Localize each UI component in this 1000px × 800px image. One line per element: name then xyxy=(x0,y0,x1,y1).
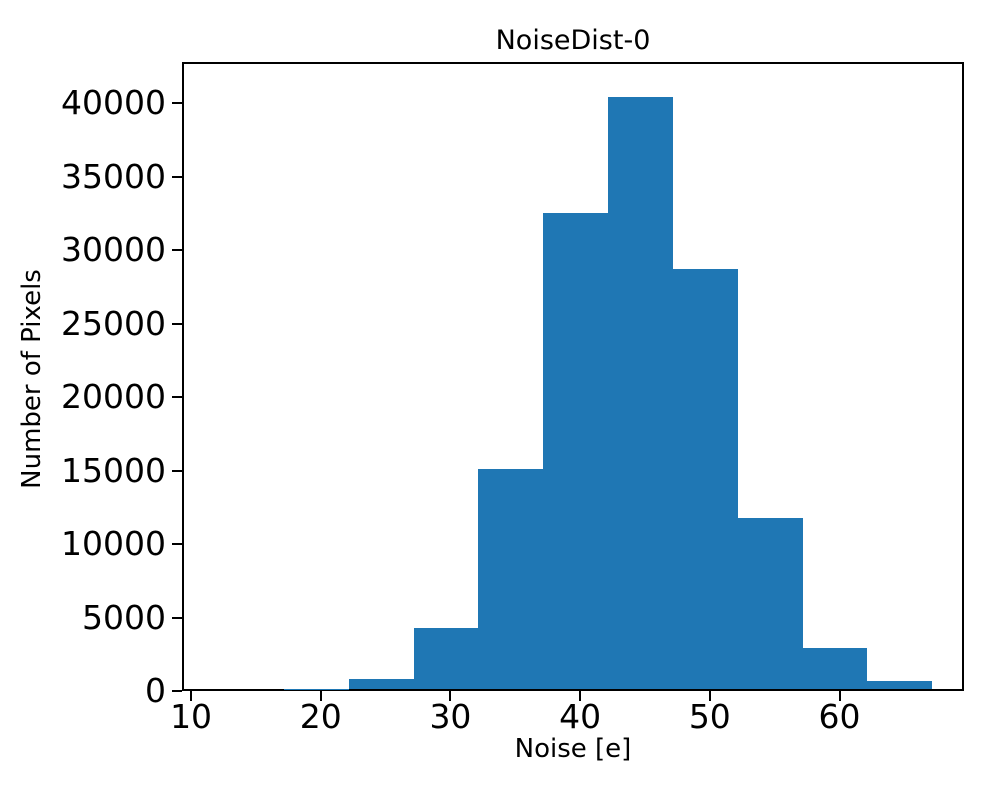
x-tick-mark xyxy=(190,691,193,701)
x-tick-mark xyxy=(579,691,582,701)
x-tick-label: 20 xyxy=(299,697,342,736)
x-tick-mark xyxy=(319,691,322,701)
x-tick-label: 10 xyxy=(170,697,213,736)
chart-title: NoiseDist-0 xyxy=(495,25,651,56)
histogram-bar xyxy=(413,627,479,689)
y-tick-mark xyxy=(172,175,182,178)
y-tick-mark xyxy=(172,102,182,105)
x-tick-label: 50 xyxy=(688,697,731,736)
y-tick-label: 10000 xyxy=(61,524,166,564)
y-tick-mark xyxy=(172,396,182,399)
y-tick-label: 5000 xyxy=(82,597,166,637)
x-tick-mark xyxy=(449,691,452,701)
y-tick-mark xyxy=(172,543,182,546)
y-tick-label: 35000 xyxy=(61,156,166,196)
y-tick-label: 20000 xyxy=(61,377,166,417)
y-tick-label: 25000 xyxy=(61,303,166,343)
plot-area xyxy=(182,62,964,691)
x-tick-mark xyxy=(708,691,711,701)
y-tick-label: 15000 xyxy=(61,450,166,490)
x-tick-mark xyxy=(838,691,841,701)
y-tick-mark xyxy=(172,469,182,472)
x-tick-label: 40 xyxy=(559,697,602,736)
x-axis-label: Noise [e] xyxy=(514,734,632,764)
y-tick-label: 0 xyxy=(145,671,166,710)
y-tick-label: 30000 xyxy=(61,230,166,270)
histogram-bar xyxy=(478,469,544,689)
histogram-bar xyxy=(802,647,868,689)
y-tick-mark xyxy=(172,616,182,619)
y-tick-mark xyxy=(172,249,182,252)
y-tick-label: 40000 xyxy=(61,83,166,123)
histogram-bar xyxy=(737,518,803,689)
histogram-bar xyxy=(608,97,673,689)
y-tick-mark xyxy=(172,690,182,692)
x-tick-label: 60 xyxy=(818,697,861,736)
histogram-bar xyxy=(348,679,414,689)
x-tick-label: 30 xyxy=(429,697,472,736)
histogram-bar xyxy=(543,213,609,689)
y-tick-mark xyxy=(172,322,182,325)
histogram-bar xyxy=(672,269,738,689)
histogram-bar xyxy=(867,681,933,689)
y-axis-label: Number of Pixels xyxy=(17,269,47,489)
